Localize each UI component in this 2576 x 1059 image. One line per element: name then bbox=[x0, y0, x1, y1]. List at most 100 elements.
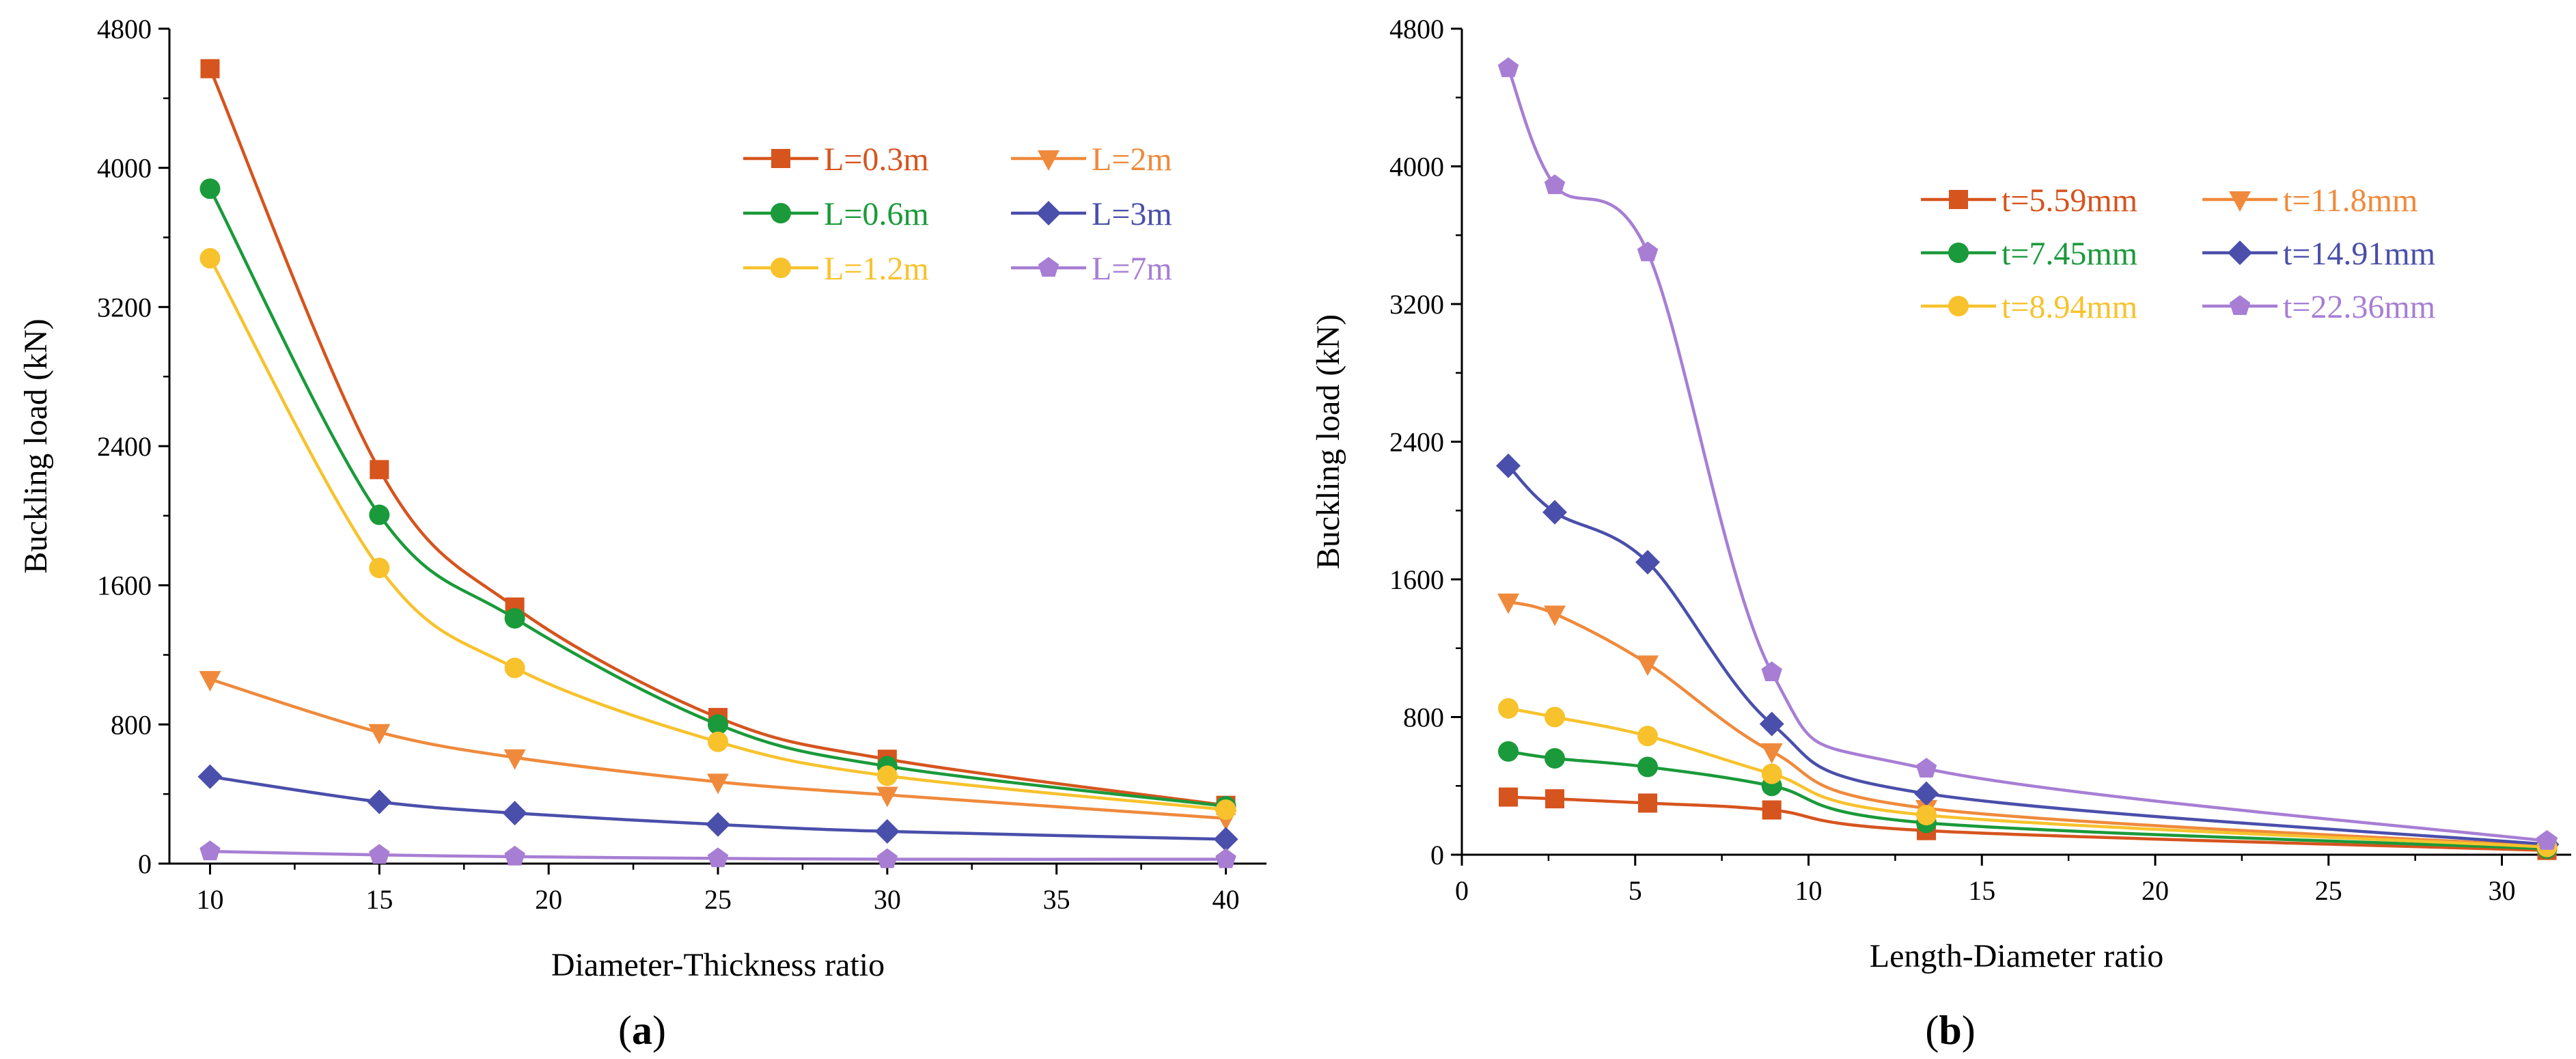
caption-close-paren: ) bbox=[1962, 1008, 1976, 1053]
legend-marker bbox=[771, 258, 791, 278]
data-point bbox=[199, 178, 221, 200]
data-point bbox=[876, 765, 898, 786]
data-point bbox=[1635, 549, 1661, 575]
data-point bbox=[1215, 799, 1236, 821]
data-point bbox=[504, 657, 525, 678]
legend-label: t=22.36mm bbox=[2283, 289, 2435, 325]
y-tick-label: 4800 bbox=[97, 14, 152, 44]
y-axis-title: Buckling load (kN) bbox=[1310, 314, 1346, 569]
series-line bbox=[1508, 795, 2547, 852]
series-line bbox=[1506, 68, 2547, 843]
x-tick-label: 35 bbox=[1043, 884, 1070, 915]
legend-marker bbox=[771, 203, 791, 223]
legend-label: t=14.91mm bbox=[2283, 236, 2435, 272]
data-point bbox=[1498, 741, 1519, 762]
data-point bbox=[706, 812, 730, 837]
data-point bbox=[1761, 661, 1782, 681]
data-point bbox=[1545, 789, 1565, 809]
series-t=11.8mm bbox=[1497, 593, 2558, 859]
data-point bbox=[197, 764, 223, 789]
data-point bbox=[1916, 805, 1937, 826]
data-point bbox=[367, 789, 392, 814]
data-point bbox=[1498, 698, 1519, 719]
legend-item: t=14.91mm bbox=[2202, 236, 2435, 272]
x-tick-label: 20 bbox=[535, 884, 562, 915]
series-L=0.6m bbox=[199, 178, 1236, 816]
legend-item: L=1.2m bbox=[743, 251, 929, 287]
x-tick-label: 40 bbox=[1213, 884, 1240, 915]
series-line bbox=[209, 677, 1226, 821]
legend-item: t=22.36mm bbox=[2202, 289, 2435, 325]
x-axis-title: Length-Diameter ratio bbox=[1870, 938, 2163, 974]
data-point bbox=[502, 801, 527, 826]
x-tick-label: 15 bbox=[365, 884, 393, 915]
legend-marker bbox=[2229, 191, 2251, 212]
series-L=1.2m bbox=[199, 248, 1236, 821]
data-point bbox=[1213, 827, 1238, 852]
legend-label: L=7m bbox=[1092, 251, 1172, 287]
data-point bbox=[1497, 593, 1520, 614]
data-point bbox=[1914, 781, 1939, 806]
caption-letter: b bbox=[1939, 1008, 1961, 1053]
x-tick-label: 10 bbox=[196, 884, 223, 915]
data-point bbox=[708, 731, 728, 752]
data-point bbox=[199, 248, 221, 269]
x-tick-label: 25 bbox=[704, 884, 732, 915]
legend-marker bbox=[2228, 240, 2252, 265]
series-line bbox=[1508, 706, 2547, 849]
series-t=22.36mm bbox=[1497, 57, 2558, 850]
legend-item: L=2m bbox=[1011, 141, 1172, 178]
legend-item: t=7.45mm bbox=[1921, 236, 2137, 272]
data-point bbox=[1544, 605, 1566, 627]
x-tick-label: 0 bbox=[1455, 875, 1469, 906]
data-point bbox=[1544, 174, 1566, 195]
legend-marker bbox=[2229, 295, 2251, 315]
legend-label: t=8.94mm bbox=[2002, 289, 2137, 325]
data-point bbox=[874, 819, 900, 844]
legend-item: t=5.59mm bbox=[1921, 182, 2137, 219]
caption-close-paren: ) bbox=[652, 1008, 666, 1053]
legend-label: L=0.6m bbox=[824, 196, 929, 232]
series-line bbox=[1508, 749, 2547, 851]
data-point bbox=[503, 749, 526, 770]
legend-marker bbox=[1036, 201, 1061, 225]
data-point bbox=[504, 608, 525, 629]
data-point bbox=[200, 59, 220, 79]
legend-item: L=3m bbox=[1011, 196, 1172, 232]
data-point bbox=[504, 845, 525, 866]
legend-label: L=3m bbox=[1092, 196, 1172, 232]
x-tick-label: 30 bbox=[874, 884, 901, 915]
data-point bbox=[1637, 726, 1659, 747]
caption-letter: a bbox=[632, 1008, 652, 1053]
data-point bbox=[369, 504, 390, 525]
x-tick-label: 5 bbox=[1629, 875, 1642, 906]
y-tick-label: 4000 bbox=[97, 153, 152, 184]
legend-marker bbox=[771, 149, 790, 168]
panel-caption: (a) bbox=[618, 1008, 666, 1053]
y-tick-label: 2400 bbox=[97, 431, 152, 462]
legend-label: t=5.59mm bbox=[2002, 182, 2137, 219]
y-tick-label: 800 bbox=[111, 709, 152, 740]
y-tick-label: 1600 bbox=[97, 570, 152, 601]
legend-label: t=11.8mm bbox=[2283, 182, 2418, 219]
x-tick-label: 30 bbox=[2489, 875, 2516, 906]
legend: t=5.59mm t=11.8mm t=7.45mm t=14.91mm t=8.94m… bbox=[1921, 182, 2435, 325]
x-tick-label: 25 bbox=[2315, 875, 2342, 906]
x-tick-label: 15 bbox=[1968, 875, 1995, 906]
data-point bbox=[1215, 848, 1236, 868]
data-point bbox=[876, 786, 898, 808]
legend-item: L=0.3m bbox=[743, 141, 929, 178]
series-L=7m bbox=[199, 840, 1236, 868]
y-tick-label: 4800 bbox=[1389, 14, 1444, 44]
data-point bbox=[1545, 706, 1566, 728]
x-tick-label: 10 bbox=[1795, 875, 1823, 906]
chart-panel-b: 0 800 1600 2400 3200 4000 4800 0 5 10 15 20 25 30 Leng… bbox=[1310, 14, 2571, 1053]
y-tick-label: 2400 bbox=[1389, 427, 1444, 458]
series-line bbox=[208, 188, 1226, 808]
data-point bbox=[369, 558, 390, 579]
legend-marker bbox=[1038, 150, 1060, 171]
series-L=3m bbox=[197, 764, 1238, 852]
data-point bbox=[1637, 756, 1659, 778]
data-point bbox=[199, 840, 221, 861]
